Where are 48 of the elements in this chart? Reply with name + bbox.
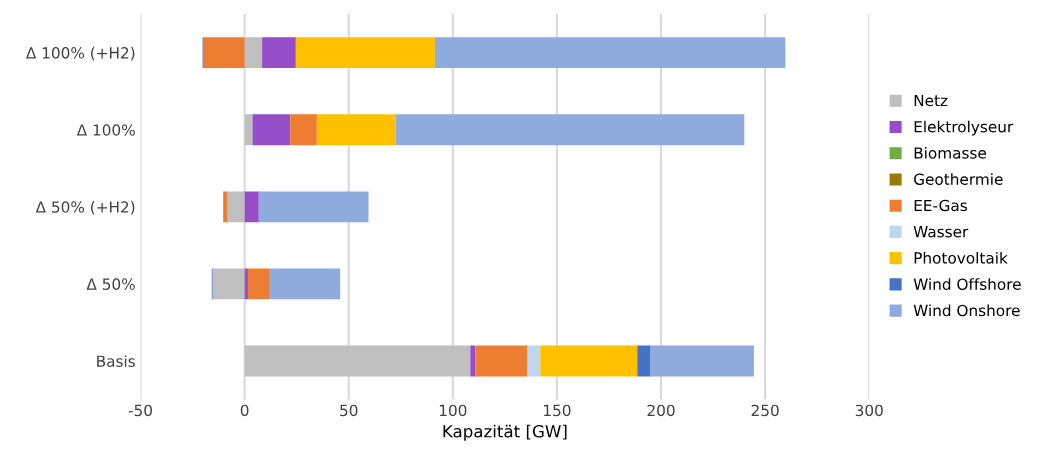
bar: [395, 114, 745, 146]
bar: [244, 114, 253, 146]
legend-label: Wind Offshore: [913, 278, 1021, 290]
legend-label: Elektrolyseur: [914, 120, 1014, 136]
bar: [316, 114, 396, 146]
bar: [434, 37, 786, 69]
x-tick-label: 150: [544, 404, 571, 417]
legend-label: Biomasse: [914, 146, 987, 159]
bar: [637, 345, 651, 377]
bar: [540, 345, 638, 377]
bar: [247, 268, 269, 300]
bar: [244, 37, 263, 69]
bar: [650, 345, 754, 377]
bar: [295, 37, 435, 69]
y-tick-label: Δ 50%: [86, 278, 135, 290]
legend-label: Netz: [914, 94, 948, 107]
bar: [527, 345, 541, 377]
x-axis-title: Kapazität [GW]: [443, 424, 567, 441]
legend-label: Wasser: [913, 226, 969, 238]
legend-label: Geothermie: [914, 173, 1003, 185]
y-tick-label: Basis: [97, 355, 135, 367]
bar: [244, 345, 471, 377]
bar: [268, 268, 341, 300]
x-tick-label: 100: [439, 404, 467, 417]
bar: [290, 114, 317, 146]
bar: [212, 268, 245, 300]
x-tick-label: 200: [647, 404, 675, 417]
x-tick-label: 50: [340, 404, 358, 417]
bar: [203, 37, 245, 69]
bar: [475, 345, 528, 377]
x-tick-label: 0: [240, 404, 249, 417]
bar: [227, 191, 245, 223]
bar: [224, 191, 228, 223]
x-tick-label: 300: [855, 404, 883, 417]
bar: [252, 114, 291, 146]
bar: [258, 191, 369, 223]
legend-label: Wind Onshore: [913, 304, 1020, 317]
y-tick-label: Δ 100%: [76, 124, 135, 136]
bar: [244, 191, 259, 223]
x-tick-label: 250: [751, 404, 779, 417]
bar: [262, 37, 296, 69]
y-tick-label: Δ 50% (+H2): [35, 201, 135, 215]
bar: [244, 268, 248, 300]
bar: [470, 345, 476, 377]
x-tick-label: -50: [128, 404, 152, 417]
y-tick-label: Δ 100% (+H2): [26, 46, 135, 61]
legend-label: Photovoltaik: [914, 251, 1008, 264]
legend-label: EE-Gas: [914, 199, 967, 212]
